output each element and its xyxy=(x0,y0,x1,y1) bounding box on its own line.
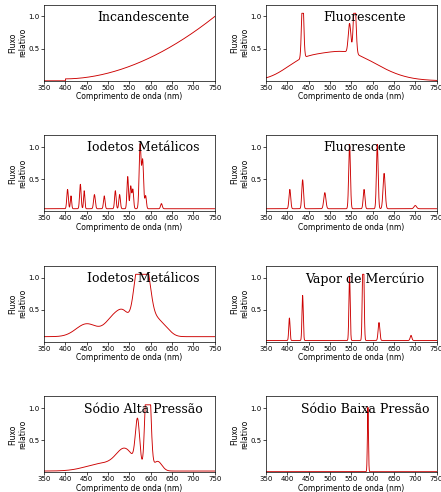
Y-axis label: Fluxo
relativo: Fluxo relativo xyxy=(231,420,249,449)
Text: Fluorescente: Fluorescente xyxy=(324,142,406,154)
Text: Sódio Alta Pressão: Sódio Alta Pressão xyxy=(84,402,202,416)
Text: Vapor de Mercúrio: Vapor de Mercúrio xyxy=(305,272,425,285)
Y-axis label: Fluxo
relativo: Fluxo relativo xyxy=(231,159,249,188)
Y-axis label: Fluxo
relativo: Fluxo relativo xyxy=(231,28,249,58)
X-axis label: Comprimento de onda (nm): Comprimento de onda (nm) xyxy=(76,92,183,101)
Y-axis label: Fluxo
relativo: Fluxo relativo xyxy=(231,289,249,318)
X-axis label: Comprimento de onda (nm): Comprimento de onda (nm) xyxy=(298,223,404,232)
Y-axis label: Fluxo
relativo: Fluxo relativo xyxy=(8,28,27,58)
X-axis label: Comprimento de onda (nm): Comprimento de onda (nm) xyxy=(298,484,404,492)
Y-axis label: Fluxo
relativo: Fluxo relativo xyxy=(8,289,27,318)
X-axis label: Comprimento de onda (nm): Comprimento de onda (nm) xyxy=(76,223,183,232)
X-axis label: Comprimento de onda (nm): Comprimento de onda (nm) xyxy=(298,353,404,363)
X-axis label: Comprimento de onda (nm): Comprimento de onda (nm) xyxy=(76,484,183,492)
Text: Fluorescente: Fluorescente xyxy=(324,11,406,24)
X-axis label: Comprimento de onda (nm): Comprimento de onda (nm) xyxy=(76,353,183,363)
Text: Iodetos Metálicos: Iodetos Metálicos xyxy=(87,142,199,154)
Text: Sódio Baixa Pressão: Sódio Baixa Pressão xyxy=(301,402,429,416)
Y-axis label: Fluxo
relativo: Fluxo relativo xyxy=(8,159,27,188)
Text: Iodetos Metálicos: Iodetos Metálicos xyxy=(87,272,199,285)
Y-axis label: Fluxo
relativo: Fluxo relativo xyxy=(8,420,27,449)
Text: Incandescente: Incandescente xyxy=(97,11,189,24)
X-axis label: Comprimento de onda (nm): Comprimento de onda (nm) xyxy=(298,92,404,101)
